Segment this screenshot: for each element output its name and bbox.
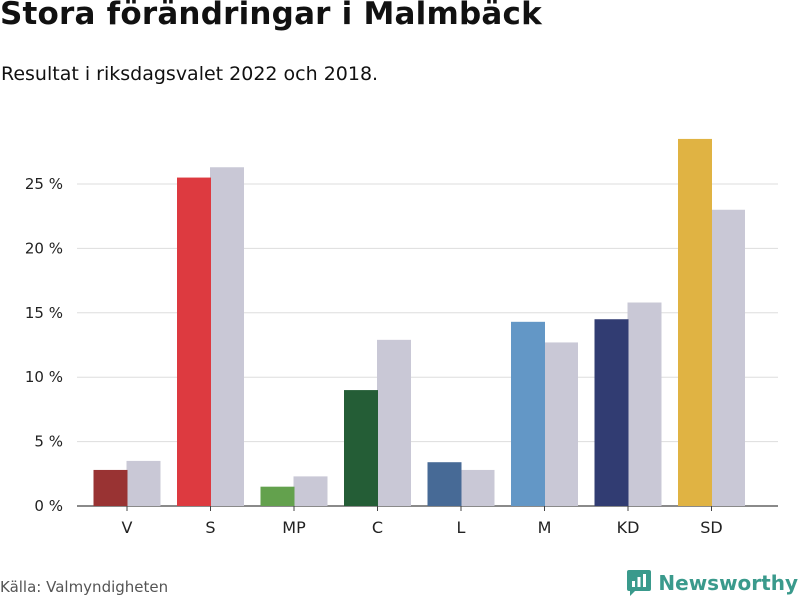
source-note: Källa: Valmyndigheten bbox=[0, 578, 169, 596]
bar-2018-m bbox=[544, 342, 578, 506]
bar-2018-v bbox=[126, 460, 161, 506]
y-tick-label: 25 % bbox=[25, 175, 63, 193]
chart-subtitle: Resultat i riksdagsvalet 2022 och 2018. bbox=[1, 63, 379, 85]
y-tick-label: 5 % bbox=[34, 433, 63, 451]
x-tick-label: L bbox=[457, 518, 466, 537]
bar-2022-c bbox=[344, 390, 378, 506]
brand-name: Newsworthy bbox=[658, 571, 798, 595]
y-tick-label: 10 % bbox=[25, 368, 63, 386]
bar-2018-s bbox=[210, 167, 244, 507]
bar-2018-sd bbox=[711, 209, 745, 506]
bar-2022-v bbox=[93, 469, 128, 506]
x-tick-label: M bbox=[538, 518, 552, 537]
y-tick-label: 0 % bbox=[34, 497, 63, 515]
x-tick-label: MP bbox=[282, 518, 306, 537]
x-tick-label: V bbox=[122, 518, 133, 537]
y-tick-label: 20 % bbox=[25, 239, 63, 257]
bar-2022-mp bbox=[260, 486, 295, 506]
bar-2018-c bbox=[377, 339, 411, 506]
bar-2018-mp bbox=[293, 476, 328, 506]
bar-2018-kd bbox=[627, 302, 662, 506]
y-tick-label: 15 % bbox=[25, 304, 63, 322]
x-tick-label: C bbox=[372, 518, 383, 537]
chart-title: Stora förändringar i Malmbäck bbox=[0, 0, 542, 32]
x-tick-label: SD bbox=[700, 518, 722, 537]
x-tick-label: KD bbox=[617, 518, 640, 537]
brand-logo: Newsworthy bbox=[626, 569, 798, 597]
x-tick-label: S bbox=[205, 518, 215, 537]
bar-2022-m bbox=[511, 321, 545, 506]
bar-2022-kd bbox=[594, 319, 629, 506]
bar-2022-sd bbox=[678, 138, 712, 507]
bar-2022-s bbox=[177, 177, 211, 506]
bar-2022-l bbox=[427, 462, 462, 506]
bar-chart-logo-icon bbox=[627, 570, 652, 596]
bar-2018-l bbox=[460, 469, 495, 506]
